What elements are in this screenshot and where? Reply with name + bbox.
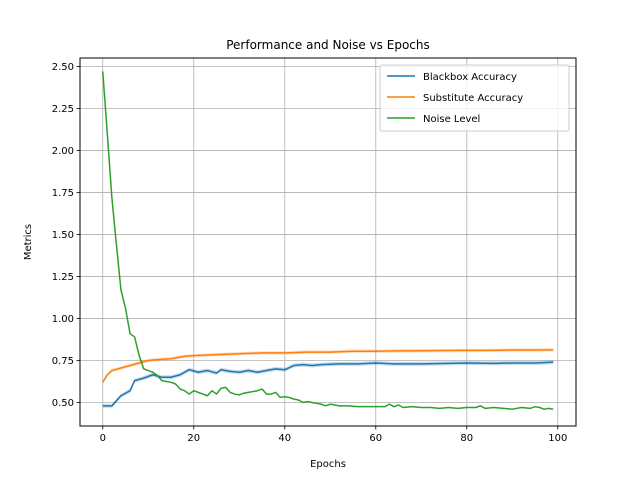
x-tick-label: 60 [369,433,382,444]
x-tick-label: 20 [187,433,200,444]
y-tick-label: 2.25 [52,104,74,115]
y-tick-label: 2.00 [52,146,74,157]
series-line-2 [102,71,554,410]
legend-box [379,64,570,132]
y-tick-label: 1.00 [52,314,74,325]
y-tick-label: 2.50 [52,62,74,73]
x-tick-label: 80 [460,433,473,444]
y-axis: 0.50 0.75 1.00 1.25 1.50 1.75 2.00 2.25 2.50 [52,62,80,409]
legend: Blackbox Accuracy Substitute Accuracy Nois… [379,64,570,132]
x-axis-label: Epochs [310,459,346,470]
y-axis-label: Metrics [23,224,34,260]
plot-frame [79,57,577,427]
legend-label: Noise Level [423,114,480,125]
x-tick-label: 40 [278,433,291,444]
grid [80,58,576,426]
y-tick-label: 1.50 [52,230,74,241]
y-tick-label: 0.75 [52,356,74,367]
x-axis: 0 20 40 60 80 100 [100,426,567,444]
x-tick-label: 0 [100,433,106,444]
series-band-1 [102,348,554,384]
chart-title: Performance and Noise vs Epochs [226,38,430,52]
series-line-1 [102,349,554,383]
y-tick-label: 1.75 [52,188,74,199]
x-tick-label: 100 [548,433,567,444]
legend-label: Blackbox Accuracy [423,72,517,83]
legend-label: Substitute Accuracy [423,93,523,104]
y-tick-label: 0.50 [52,398,74,409]
series-line-0 [102,361,554,407]
series-lines [102,71,554,410]
y-tick-label: 1.25 [52,272,74,283]
